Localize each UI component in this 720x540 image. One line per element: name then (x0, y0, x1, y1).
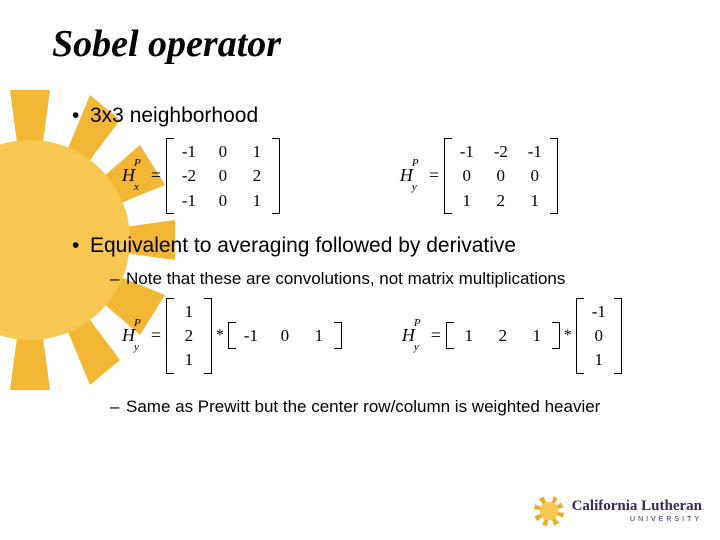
conv-symbol: * (216, 327, 224, 345)
eq-sign: = (150, 165, 162, 186)
bullet-text: Equivalent to averaging followed by deri… (90, 234, 516, 258)
sub-bullet-text: Same as Prewitt but the center row/colum… (126, 396, 600, 418)
eq-sign: = (150, 325, 162, 346)
sub-bullet-text: Note that these are convolutions, not ma… (126, 268, 565, 290)
sup-P: P (414, 317, 421, 329)
bullet-icon: • (72, 104, 90, 128)
matrix-hy: -1-2-1 000 121 (444, 138, 558, 214)
bullet-neighborhood: • 3x3 neighborhood (72, 104, 672, 128)
matrix-hx: -101 -202 -101 (166, 138, 280, 214)
eq-sign: = (430, 325, 442, 346)
equation-row-separable: H P y = 1 2 1 * -1 0 1 (122, 298, 672, 374)
sub-y: y (414, 341, 421, 353)
equation-hy: H P y = -1-2-1 000 121 (400, 138, 558, 214)
page-title: Sobel operator (52, 22, 672, 66)
bullet-icon: • (72, 234, 90, 258)
university-logo: California Lutheran UNIVERSITY (532, 494, 702, 528)
equation-hy-sep-b: H P y = 1 2 1 * -1 0 1 (402, 298, 622, 374)
sup-P: P (412, 157, 419, 169)
dash-icon: – (110, 268, 126, 290)
sub-x: x (134, 181, 141, 193)
sub-y: y (412, 181, 419, 193)
bullet-equivalent: • Equivalent to averaging followed by de… (72, 234, 672, 258)
sup-P: P (134, 157, 141, 169)
logo-sun-icon (532, 494, 566, 528)
matrix-row-a: -1 0 1 (228, 322, 342, 349)
sub-bullet-convolutions: – Note that these are convolutions, not … (110, 268, 672, 290)
dash-icon: – (110, 396, 126, 418)
sub-y: y (134, 341, 141, 353)
eq-sign: = (428, 165, 440, 186)
conv-symbol: * (564, 327, 572, 345)
logo-subtitle: UNIVERSITY (572, 516, 702, 523)
equation-hy-sep-a: H P y = 1 2 1 * -1 0 1 (122, 298, 342, 374)
logo-name: California Lutheran (572, 499, 702, 514)
matrix-col-b: -1 0 1 (576, 298, 622, 374)
equation-row-kernels: H P x = -101 -202 -101 H P y = (122, 138, 672, 214)
sup-P: P (134, 317, 141, 329)
bullet-text: 3x3 neighborhood (90, 104, 258, 128)
sub-bullet-prewitt: – Same as Prewitt but the center row/col… (110, 396, 672, 418)
equation-hx: H P x = -101 -202 -101 (122, 138, 280, 214)
matrix-col-a: 1 2 1 (166, 298, 212, 374)
matrix-row-b: 1 2 1 (446, 322, 560, 349)
